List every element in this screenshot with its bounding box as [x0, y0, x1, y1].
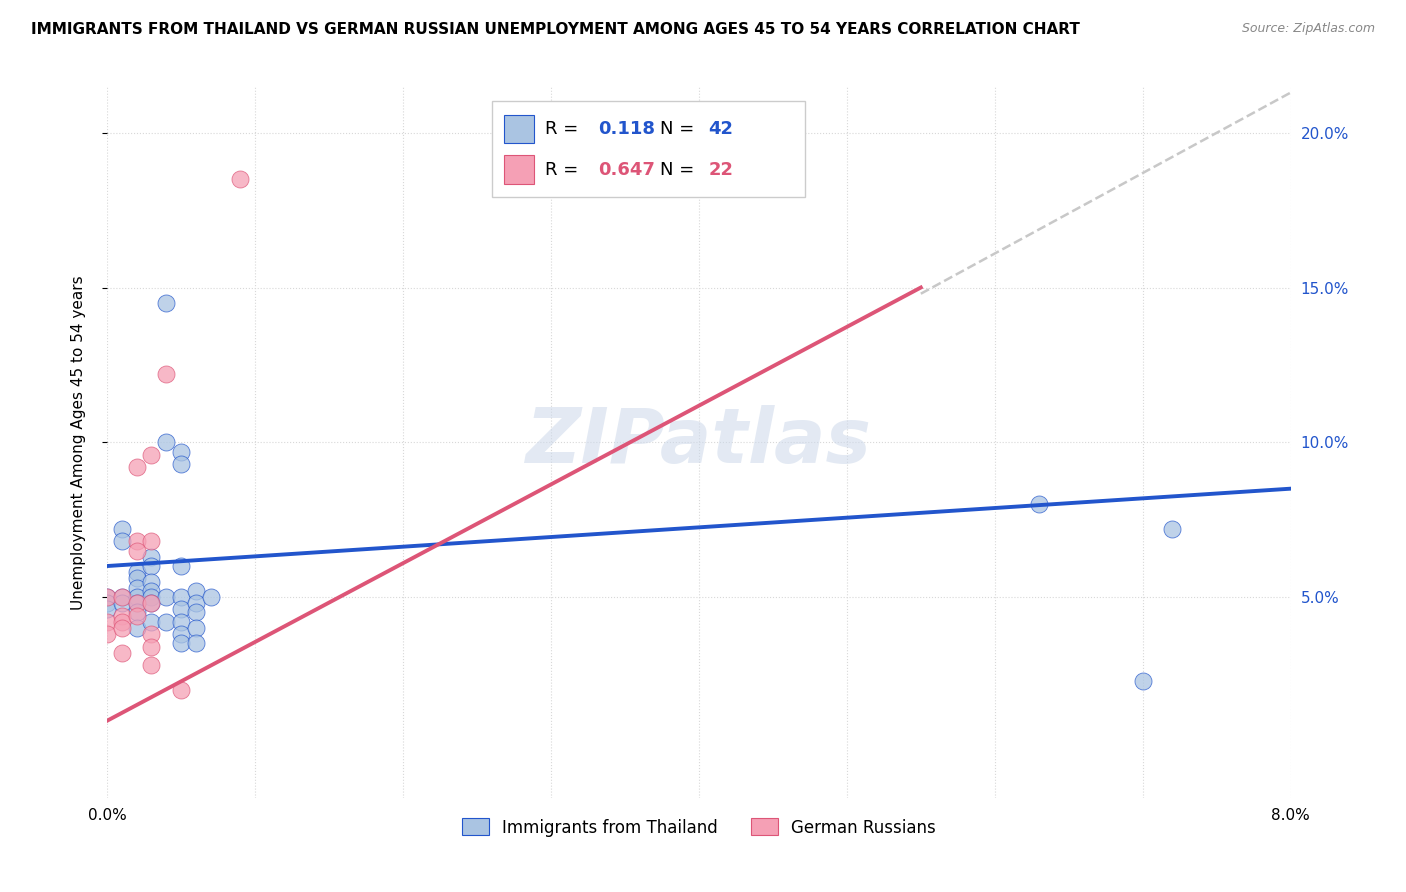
Point — [170, 636, 193, 650]
Point — [111, 590, 134, 604]
Text: 0.118: 0.118 — [599, 120, 655, 138]
Point — [184, 596, 207, 610]
Point — [141, 549, 163, 564]
Point — [125, 596, 148, 610]
Point — [170, 457, 193, 471]
Point — [111, 522, 134, 536]
Y-axis label: Unemployment Among Ages 45 to 54 years: Unemployment Among Ages 45 to 54 years — [72, 275, 86, 609]
Point — [170, 682, 193, 697]
Point — [96, 602, 118, 616]
Point — [170, 615, 193, 629]
Point — [155, 435, 177, 450]
Bar — [492, 101, 806, 196]
Point — [125, 596, 148, 610]
Point — [141, 640, 163, 654]
Point — [170, 559, 193, 574]
Text: IMMIGRANTS FROM THAILAND VS GERMAN RUSSIAN UNEMPLOYMENT AMONG AGES 45 TO 54 YEAR: IMMIGRANTS FROM THAILAND VS GERMAN RUSSI… — [31, 22, 1080, 37]
Point — [155, 367, 177, 381]
Point — [125, 581, 148, 595]
Point — [111, 615, 134, 629]
Point — [111, 596, 134, 610]
Text: 42: 42 — [709, 120, 734, 138]
Point — [111, 534, 134, 549]
Point — [125, 566, 148, 580]
Point — [170, 590, 193, 604]
Text: R =: R = — [546, 120, 583, 138]
Text: 0.647: 0.647 — [599, 161, 655, 178]
Text: N =: N = — [659, 161, 700, 178]
Point — [141, 596, 163, 610]
Point — [141, 590, 163, 604]
Point — [141, 596, 163, 610]
Point — [229, 172, 252, 186]
Point — [96, 627, 118, 641]
Point — [125, 543, 148, 558]
Point — [125, 571, 148, 585]
Point — [184, 621, 207, 635]
Point — [141, 574, 163, 589]
Point — [170, 602, 193, 616]
Point — [141, 658, 163, 673]
Point — [111, 590, 134, 604]
Point — [125, 608, 148, 623]
Point — [155, 590, 177, 604]
Point — [1028, 497, 1050, 511]
Point — [125, 590, 148, 604]
Point — [170, 627, 193, 641]
Point — [1132, 673, 1154, 688]
Text: N =: N = — [659, 120, 700, 138]
Bar — [503, 115, 534, 144]
Point — [141, 583, 163, 598]
Text: ZIPatlas: ZIPatlas — [526, 405, 872, 479]
Point — [141, 534, 163, 549]
Point — [125, 460, 148, 475]
Point — [111, 621, 134, 635]
Point — [141, 615, 163, 629]
Legend: Immigrants from Thailand, German Russians: Immigrants from Thailand, German Russian… — [456, 812, 942, 843]
Point — [1161, 522, 1184, 536]
Point — [141, 448, 163, 462]
Point — [141, 627, 163, 641]
Point — [125, 621, 148, 635]
Point — [170, 444, 193, 458]
Text: R =: R = — [546, 161, 583, 178]
Point — [125, 534, 148, 549]
Point — [200, 590, 222, 604]
Point — [141, 559, 163, 574]
Point — [96, 615, 118, 629]
Point — [184, 606, 207, 620]
Point — [155, 296, 177, 310]
Point — [155, 615, 177, 629]
Point — [184, 583, 207, 598]
Bar — [503, 155, 534, 184]
Point — [96, 590, 118, 604]
Point — [96, 596, 118, 610]
Point — [184, 636, 207, 650]
Point — [125, 606, 148, 620]
Text: 22: 22 — [709, 161, 734, 178]
Point — [111, 608, 134, 623]
Text: Source: ZipAtlas.com: Source: ZipAtlas.com — [1241, 22, 1375, 36]
Point — [96, 590, 118, 604]
Point — [111, 646, 134, 660]
